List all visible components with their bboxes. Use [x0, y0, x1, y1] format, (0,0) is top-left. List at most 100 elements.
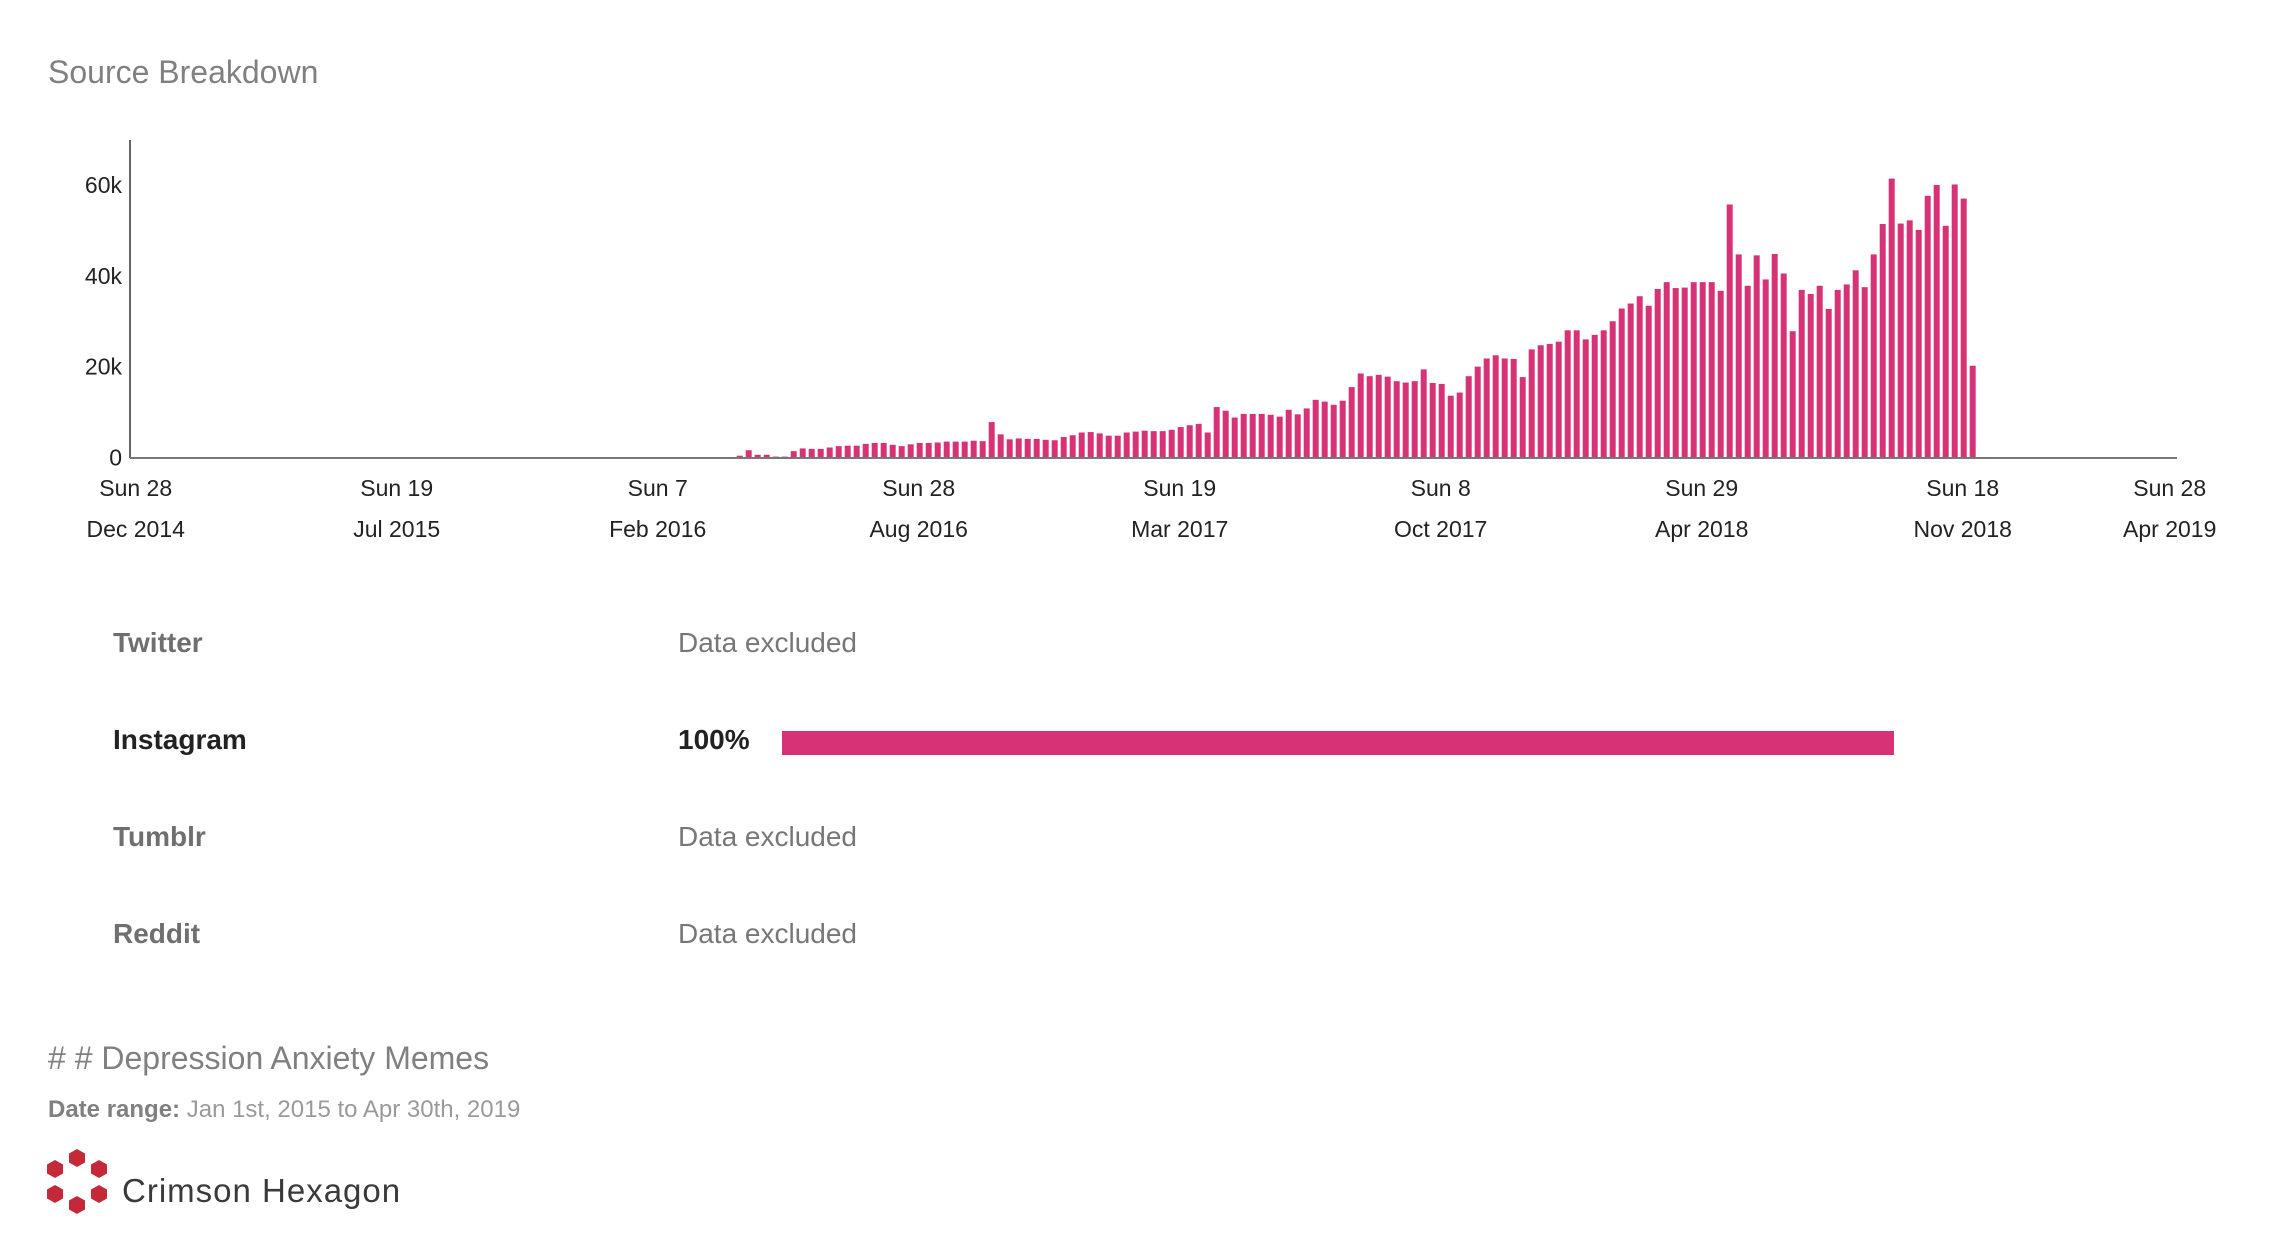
bar	[862, 443, 869, 458]
bar	[1303, 408, 1310, 458]
bar	[1141, 430, 1148, 458]
bar	[1519, 377, 1526, 458]
bar	[1204, 432, 1211, 458]
bar	[943, 441, 950, 458]
bar	[1285, 409, 1292, 458]
bar	[790, 451, 797, 458]
bar	[1861, 287, 1868, 458]
bar	[1969, 365, 1976, 458]
bar	[1393, 381, 1400, 458]
bar	[1843, 284, 1850, 458]
bar	[1375, 374, 1382, 458]
bar	[853, 445, 860, 458]
bar	[1429, 382, 1436, 458]
bar	[1906, 220, 1913, 458]
x-tick-label: Mar 2017	[1131, 516, 1228, 542]
bar	[1897, 223, 1904, 458]
bar	[1501, 358, 1508, 458]
bar	[1780, 273, 1787, 458]
bar	[1528, 349, 1535, 458]
date-range-value: Jan 1st, 2015 to Apr 30th, 2019	[186, 1096, 521, 1123]
topic-title: # # Depression Anxiety Memes	[48, 1040, 490, 1076]
bar	[1330, 404, 1337, 458]
x-tick-label: Apr 2019	[2123, 516, 2216, 542]
bar	[1357, 373, 1364, 458]
section-title: Source Breakdown	[48, 54, 319, 90]
bar	[817, 448, 824, 458]
bar	[1258, 413, 1265, 458]
bar	[1267, 414, 1274, 458]
bar	[1663, 282, 1670, 458]
bar	[736, 455, 743, 458]
x-tick-label: Jul 2015	[353, 516, 440, 542]
x-tick-label: Dec 2014	[86, 516, 185, 542]
bar	[1294, 414, 1301, 458]
bar	[1312, 399, 1319, 458]
bar	[1690, 282, 1697, 458]
bar	[1789, 331, 1796, 458]
bar	[1321, 401, 1328, 458]
bar	[1681, 287, 1688, 458]
bar	[952, 441, 959, 458]
bar	[1447, 395, 1454, 458]
brand-name: Crimson Hexagon	[122, 1172, 402, 1209]
bar	[1960, 198, 1967, 458]
bar	[1888, 178, 1895, 458]
bar	[1087, 432, 1094, 458]
y-tick-label: 60k	[85, 172, 123, 198]
x-tick-label: Oct 2017	[1394, 516, 1487, 542]
bar	[1339, 400, 1346, 458]
bar	[1060, 437, 1067, 458]
bar	[1672, 288, 1679, 458]
x-tick-label: Sun 28	[882, 475, 955, 501]
bar	[1024, 438, 1031, 458]
bar	[1186, 425, 1193, 458]
bar	[1600, 330, 1607, 458]
bars-group	[736, 178, 1976, 458]
bar	[1177, 427, 1184, 458]
bar	[1879, 223, 1886, 458]
bar	[1231, 417, 1238, 458]
bar	[826, 447, 833, 458]
bar	[1159, 431, 1166, 458]
bar	[1627, 303, 1634, 458]
bar	[1564, 330, 1571, 458]
x-tick-label: Sun 28	[2133, 475, 2206, 501]
y-tick-label: 20k	[85, 354, 123, 380]
bar	[1582, 339, 1589, 458]
bar	[1006, 439, 1013, 458]
bar	[979, 441, 986, 458]
weekly-volume-bar-chart: 0 20k 40k 60k Sun 28 Dec 2014 Sun 19 Jul 2015 S…	[85, 140, 2216, 542]
bar	[754, 454, 761, 458]
bar	[871, 442, 878, 458]
x-tick-label: Sun 7	[628, 475, 688, 501]
bar	[1762, 279, 1769, 458]
bar	[1240, 413, 1247, 458]
bar	[1744, 285, 1751, 458]
bar	[1402, 382, 1409, 458]
bar	[934, 442, 941, 458]
bar	[898, 446, 905, 458]
x-tick-label: Nov 2018	[1913, 516, 2011, 542]
bar	[1438, 383, 1445, 458]
bar	[808, 448, 815, 458]
bar	[907, 444, 914, 458]
bar	[1717, 290, 1724, 458]
bar	[1132, 431, 1139, 458]
bar	[1042, 439, 1049, 458]
bar	[1771, 253, 1778, 458]
bar	[1051, 440, 1058, 458]
source-label-instagram: Instagram	[113, 724, 247, 755]
bar	[1591, 334, 1598, 458]
x-tick-label: Sun 28	[99, 475, 172, 501]
source-value-instagram: 100%	[678, 724, 750, 755]
bar	[988, 422, 995, 458]
bar	[1213, 407, 1220, 458]
bar	[997, 434, 1004, 458]
bar	[916, 442, 923, 458]
bar	[961, 441, 968, 458]
bar	[1852, 270, 1859, 458]
bar	[745, 450, 752, 458]
bar	[1456, 392, 1463, 458]
bar	[1735, 254, 1742, 458]
